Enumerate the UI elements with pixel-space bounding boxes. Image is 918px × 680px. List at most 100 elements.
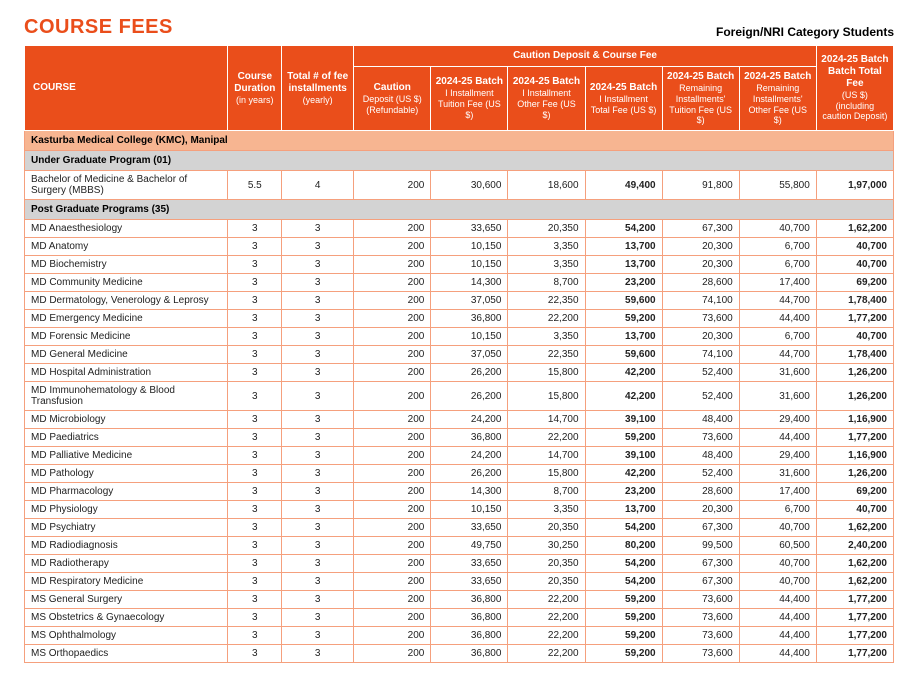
i-tuition-cell: 36,800 — [431, 627, 508, 645]
i-total-cell: 59,600 — [585, 292, 662, 310]
header-total-batch: 2024-25 Batch — [821, 54, 888, 65]
table-row: MD Emergency Medicine3320036,80022,20059… — [25, 310, 894, 328]
duration-cell: 3 — [228, 645, 282, 663]
i-total-cell: 49,400 — [585, 171, 662, 200]
installments-cell: 3 — [282, 274, 354, 292]
i-other-cell: 22,200 — [508, 609, 585, 627]
i-other-cell: 15,800 — [508, 382, 585, 411]
course-name-cell: MD Forensic Medicine — [25, 328, 228, 346]
table-row: MD Paediatrics3320036,80022,20059,20073,… — [25, 429, 894, 447]
page-subtitle: Foreign/NRI Category Students — [716, 25, 894, 39]
i-tuition-cell: 10,150 — [431, 328, 508, 346]
i-total-cell: 59,200 — [585, 645, 662, 663]
i-total-cell: 54,200 — [585, 220, 662, 238]
i-tuition-cell: 33,650 — [431, 220, 508, 238]
caution-cell: 200 — [354, 447, 431, 465]
i-total-cell: 59,200 — [585, 429, 662, 447]
course-name-cell: MS General Surgery — [25, 591, 228, 609]
installments-cell: 3 — [282, 591, 354, 609]
total-cell: 1,77,200 — [816, 429, 893, 447]
duration-cell: 3 — [228, 465, 282, 483]
i-tuition-cell: 36,800 — [431, 429, 508, 447]
course-name-cell: MD Pharmacology — [25, 483, 228, 501]
i-total-cell: 42,200 — [585, 382, 662, 411]
table-row: MS General Surgery3320036,80022,20059,20… — [25, 591, 894, 609]
course-name-cell: MD General Medicine — [25, 346, 228, 364]
section-ug-row-cell: Under Graduate Program (01) — [25, 151, 894, 171]
i-tuition-cell: 14,300 — [431, 274, 508, 292]
rem-other-cell: 44,400 — [739, 609, 816, 627]
table-row: MD Microbiology3320024,20014,70039,10048… — [25, 411, 894, 429]
i-other-cell: 15,800 — [508, 364, 585, 382]
table-row: MS Obstetrics & Gynaecology3320036,80022… — [25, 609, 894, 627]
i-tuition-cell: 24,200 — [431, 447, 508, 465]
rem-tuition-cell: 20,300 — [662, 328, 739, 346]
i-other-cell: 18,600 — [508, 171, 585, 200]
rem-tuition-cell: 20,300 — [662, 238, 739, 256]
duration-cell: 3 — [228, 429, 282, 447]
header-i-other-sub: I Installment Other Fee (US $) — [512, 88, 580, 120]
installments-cell: 4 — [282, 171, 354, 200]
table-row: MD Forensic Medicine3320010,1503,35013,7… — [25, 328, 894, 346]
rem-other-cell: 44,700 — [739, 346, 816, 364]
i-other-cell: 15,800 — [508, 465, 585, 483]
i-total-cell: 80,200 — [585, 537, 662, 555]
total-cell: 1,77,200 — [816, 609, 893, 627]
course-name-cell: MD Microbiology — [25, 411, 228, 429]
header-caution-sub2: (Refundable) — [358, 105, 426, 116]
header-installments-sub: (yearly) — [286, 95, 349, 106]
i-tuition-cell: 24,200 — [431, 411, 508, 429]
caution-cell: 200 — [354, 573, 431, 591]
rem-tuition-cell: 73,600 — [662, 429, 739, 447]
course-name-cell: MD Psychiatry — [25, 519, 228, 537]
rem-other-cell: 6,700 — [739, 328, 816, 346]
installments-cell: 3 — [282, 292, 354, 310]
total-cell: 2,40,200 — [816, 537, 893, 555]
course-name-cell: MD Palliative Medicine — [25, 447, 228, 465]
installments-cell: 3 — [282, 645, 354, 663]
rem-tuition-cell: 52,400 — [662, 382, 739, 411]
duration-cell: 3 — [228, 238, 282, 256]
i-tuition-cell: 10,150 — [431, 501, 508, 519]
header-i-tuition: 2024-25 Batch I Installment Tuition Fee … — [431, 67, 508, 131]
header-i-other-batch: 2024-25 Batch — [513, 76, 580, 87]
installments-cell: 3 — [282, 238, 354, 256]
section-pg-row-cell: Post Graduate Programs (35) — [25, 200, 894, 220]
total-cell: 1,62,200 — [816, 573, 893, 591]
caution-cell: 200 — [354, 591, 431, 609]
header-rem-tuition: 2024-25 Batch Remaining Installments' Tu… — [662, 67, 739, 131]
course-name-cell: MD Hospital Administration — [25, 364, 228, 382]
table-row: MD Radiodiagnosis3320049,75030,25080,200… — [25, 537, 894, 555]
caution-cell: 200 — [354, 346, 431, 364]
header-caution: Caution Deposit (US $) (Refundable) — [354, 67, 431, 131]
i-tuition-cell: 37,050 — [431, 292, 508, 310]
installments-cell: 3 — [282, 483, 354, 501]
total-cell: 1,62,200 — [816, 555, 893, 573]
total-cell: 1,16,900 — [816, 447, 893, 465]
total-cell: 40,700 — [816, 256, 893, 274]
i-total-cell: 42,200 — [585, 465, 662, 483]
installments-cell: 3 — [282, 310, 354, 328]
rem-other-cell: 55,800 — [739, 171, 816, 200]
table-row: MD Psychiatry3320033,65020,35054,20067,3… — [25, 519, 894, 537]
rem-other-cell: 44,400 — [739, 429, 816, 447]
course-name-cell: MD Anaesthesiology — [25, 220, 228, 238]
rem-tuition-cell: 74,100 — [662, 346, 739, 364]
table-row: Bachelor of Medicine & Bachelor of Surge… — [25, 171, 894, 200]
caution-cell: 200 — [354, 382, 431, 411]
rem-other-cell: 31,600 — [739, 465, 816, 483]
course-name-cell: MS Ophthalmology — [25, 627, 228, 645]
installments-cell: 3 — [282, 411, 354, 429]
table-row: MD Palliative Medicine3320024,20014,7003… — [25, 447, 894, 465]
i-tuition-cell: 37,050 — [431, 346, 508, 364]
rem-tuition-cell: 99,500 — [662, 537, 739, 555]
caution-cell: 200 — [354, 645, 431, 663]
i-other-cell: 20,350 — [508, 573, 585, 591]
i-total-cell: 39,100 — [585, 411, 662, 429]
i-other-cell: 20,350 — [508, 220, 585, 238]
duration-cell: 3 — [228, 519, 282, 537]
caution-cell: 200 — [354, 292, 431, 310]
caution-cell: 200 — [354, 256, 431, 274]
rem-tuition-cell: 28,600 — [662, 483, 739, 501]
total-cell: 1,77,200 — [816, 310, 893, 328]
